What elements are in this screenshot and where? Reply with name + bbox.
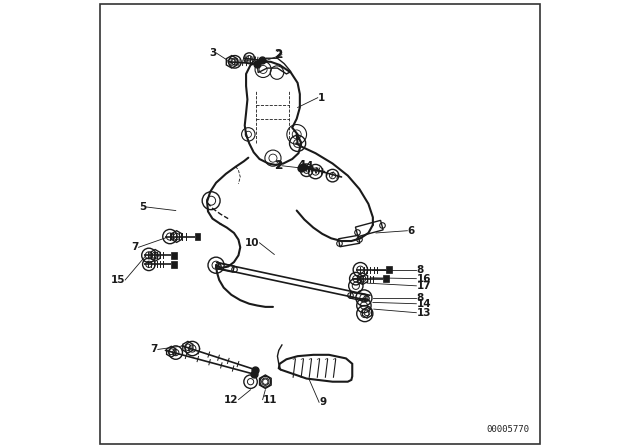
Polygon shape xyxy=(387,266,392,273)
Text: 9: 9 xyxy=(319,397,326,407)
Text: 6: 6 xyxy=(407,226,415,236)
Text: 8: 8 xyxy=(416,293,424,303)
Text: 11: 11 xyxy=(262,395,277,405)
Text: 15: 15 xyxy=(111,275,125,285)
Text: 2: 2 xyxy=(274,159,282,172)
Text: 4: 4 xyxy=(306,161,313,171)
Text: 2: 2 xyxy=(275,161,282,171)
Text: 7: 7 xyxy=(150,345,158,354)
Text: 2: 2 xyxy=(275,50,282,60)
Text: 4: 4 xyxy=(298,159,306,172)
Text: 8: 8 xyxy=(416,265,424,275)
Text: 13: 13 xyxy=(416,308,431,318)
Polygon shape xyxy=(172,252,177,259)
Polygon shape xyxy=(172,261,177,268)
Polygon shape xyxy=(383,275,388,282)
Text: 00005770: 00005770 xyxy=(486,425,530,434)
Text: 5: 5 xyxy=(139,202,146,212)
Text: 3: 3 xyxy=(209,48,216,58)
Text: 16: 16 xyxy=(416,274,431,284)
Polygon shape xyxy=(195,233,200,240)
Text: 10: 10 xyxy=(245,238,260,248)
Text: 12: 12 xyxy=(224,395,239,405)
Text: 1: 1 xyxy=(317,93,325,103)
Text: 14: 14 xyxy=(416,299,431,309)
Text: 2: 2 xyxy=(274,48,282,61)
Text: 7: 7 xyxy=(131,242,138,252)
Text: 17: 17 xyxy=(416,281,431,291)
